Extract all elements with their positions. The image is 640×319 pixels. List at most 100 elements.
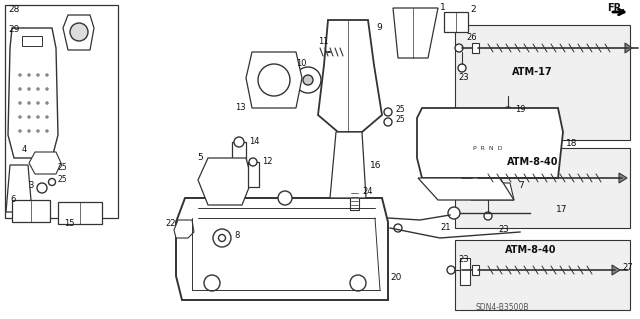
- Text: 29: 29: [8, 26, 19, 34]
- Polygon shape: [472, 43, 479, 53]
- Text: 13: 13: [235, 102, 246, 112]
- Circle shape: [350, 275, 366, 291]
- Circle shape: [49, 179, 56, 186]
- Text: 23: 23: [458, 73, 468, 83]
- Text: 3: 3: [28, 182, 33, 190]
- Circle shape: [258, 64, 290, 96]
- Circle shape: [19, 130, 22, 132]
- Text: 17: 17: [556, 205, 568, 214]
- Text: 23: 23: [498, 226, 509, 234]
- Text: ATM-8-40: ATM-8-40: [507, 157, 559, 167]
- Circle shape: [303, 75, 313, 85]
- Polygon shape: [460, 258, 470, 285]
- Text: 15: 15: [64, 219, 74, 228]
- Polygon shape: [6, 165, 32, 212]
- Text: 18: 18: [566, 138, 577, 147]
- Circle shape: [218, 234, 225, 241]
- Circle shape: [28, 101, 31, 105]
- Circle shape: [19, 73, 22, 77]
- Bar: [12, 200, 50, 222]
- Circle shape: [448, 207, 460, 219]
- Text: 26: 26: [466, 33, 477, 42]
- Polygon shape: [176, 198, 388, 300]
- Circle shape: [458, 64, 466, 72]
- Polygon shape: [246, 52, 302, 108]
- Text: 25: 25: [395, 106, 404, 115]
- Circle shape: [36, 87, 40, 91]
- Bar: [22, 36, 42, 46]
- Circle shape: [19, 115, 22, 118]
- Circle shape: [28, 87, 31, 91]
- Text: 8: 8: [234, 232, 239, 241]
- Text: 22: 22: [165, 219, 175, 227]
- Text: 9: 9: [376, 24, 381, 33]
- Circle shape: [19, 101, 22, 105]
- Polygon shape: [418, 178, 514, 200]
- Polygon shape: [612, 265, 620, 275]
- Circle shape: [249, 158, 257, 166]
- Circle shape: [36, 73, 40, 77]
- Polygon shape: [455, 25, 630, 140]
- Circle shape: [28, 73, 31, 77]
- Text: 1: 1: [440, 4, 445, 12]
- Polygon shape: [472, 265, 479, 275]
- Polygon shape: [393, 8, 438, 58]
- Text: 21: 21: [440, 224, 451, 233]
- Text: ATM-8-40: ATM-8-40: [505, 245, 557, 255]
- Text: 25: 25: [395, 115, 404, 124]
- Bar: [248, 162, 259, 187]
- Bar: [444, 12, 468, 32]
- Polygon shape: [455, 148, 630, 228]
- Circle shape: [503, 107, 513, 117]
- Polygon shape: [174, 220, 194, 238]
- Polygon shape: [625, 43, 632, 53]
- Text: 25: 25: [57, 175, 67, 184]
- Circle shape: [45, 115, 49, 118]
- Circle shape: [45, 87, 49, 91]
- Circle shape: [384, 108, 392, 116]
- Polygon shape: [29, 152, 61, 174]
- Text: 23: 23: [458, 256, 468, 264]
- Circle shape: [295, 67, 321, 93]
- Circle shape: [49, 167, 56, 174]
- Text: 24: 24: [362, 188, 372, 197]
- Text: 6: 6: [10, 196, 15, 204]
- Circle shape: [45, 101, 49, 105]
- Circle shape: [455, 44, 463, 52]
- Text: 20: 20: [390, 273, 401, 283]
- Text: 27: 27: [622, 263, 632, 271]
- Polygon shape: [472, 173, 479, 183]
- Bar: [350, 188, 359, 210]
- Text: P  R  N  D: P R N D: [473, 145, 503, 151]
- Text: 7: 7: [518, 181, 524, 189]
- Text: 28: 28: [8, 5, 19, 14]
- Circle shape: [28, 130, 31, 132]
- Text: 19: 19: [515, 106, 525, 115]
- Text: 5: 5: [197, 153, 203, 162]
- Circle shape: [278, 191, 292, 205]
- Circle shape: [28, 115, 31, 118]
- Circle shape: [45, 73, 49, 77]
- Polygon shape: [455, 240, 630, 310]
- Text: 25: 25: [57, 164, 67, 173]
- Text: 4: 4: [22, 145, 28, 154]
- Circle shape: [45, 130, 49, 132]
- Circle shape: [37, 183, 47, 193]
- Text: 10: 10: [296, 58, 307, 68]
- Text: FR.: FR.: [607, 3, 625, 13]
- Circle shape: [36, 101, 40, 105]
- Circle shape: [70, 23, 88, 41]
- Bar: [58, 202, 102, 224]
- Polygon shape: [8, 28, 58, 158]
- Text: 11: 11: [318, 38, 328, 47]
- Circle shape: [484, 212, 492, 220]
- Circle shape: [19, 87, 22, 91]
- Text: 2: 2: [470, 5, 476, 14]
- Polygon shape: [198, 158, 252, 205]
- Polygon shape: [318, 20, 382, 132]
- Bar: [232, 142, 246, 174]
- Circle shape: [234, 137, 244, 147]
- Polygon shape: [330, 132, 366, 198]
- Text: 14: 14: [249, 137, 259, 146]
- Polygon shape: [63, 15, 94, 50]
